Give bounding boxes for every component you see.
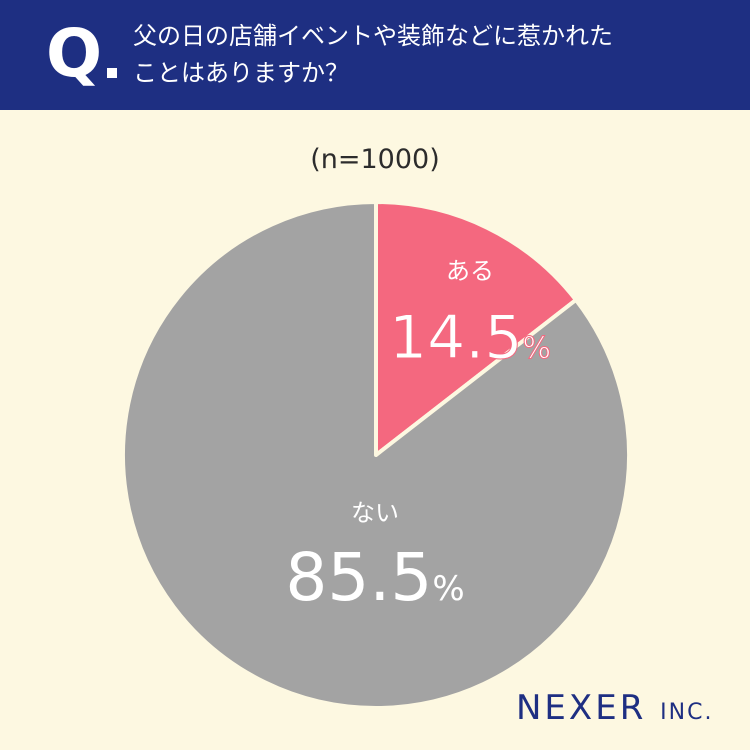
sample-size: (n=1000) — [310, 144, 440, 175]
pie-slice-2 — [121, 200, 631, 710]
slice-value-1: 14.5% — [389, 303, 551, 373]
question-line-1: 父の日の店舗イベントや装飾などに惹かれた — [133, 22, 613, 50]
question-header: Q 父の日の店舗イベントや装飾などに惹かれた ことはありますか？ — [0, 0, 750, 110]
brand-logo: NEXER INC. — [516, 686, 713, 735]
question-line-2: ことはありますか？ — [133, 59, 349, 87]
pie-slice-1 — [374, 200, 578, 457]
slice-value-2: 85.5% — [285, 539, 464, 616]
question-mark-label: Q — [46, 15, 103, 92]
question-mark-dot — [107, 68, 117, 78]
question-text: 父の日の店舗イベントや装飾などに惹かれた ことはありますか？ — [133, 18, 733, 92]
slice-label-1: ある — [446, 257, 494, 285]
brand-suffix: INC. — [660, 700, 714, 725]
brand-name: NEXER — [516, 688, 647, 728]
slice-label-2: ない — [351, 499, 399, 527]
